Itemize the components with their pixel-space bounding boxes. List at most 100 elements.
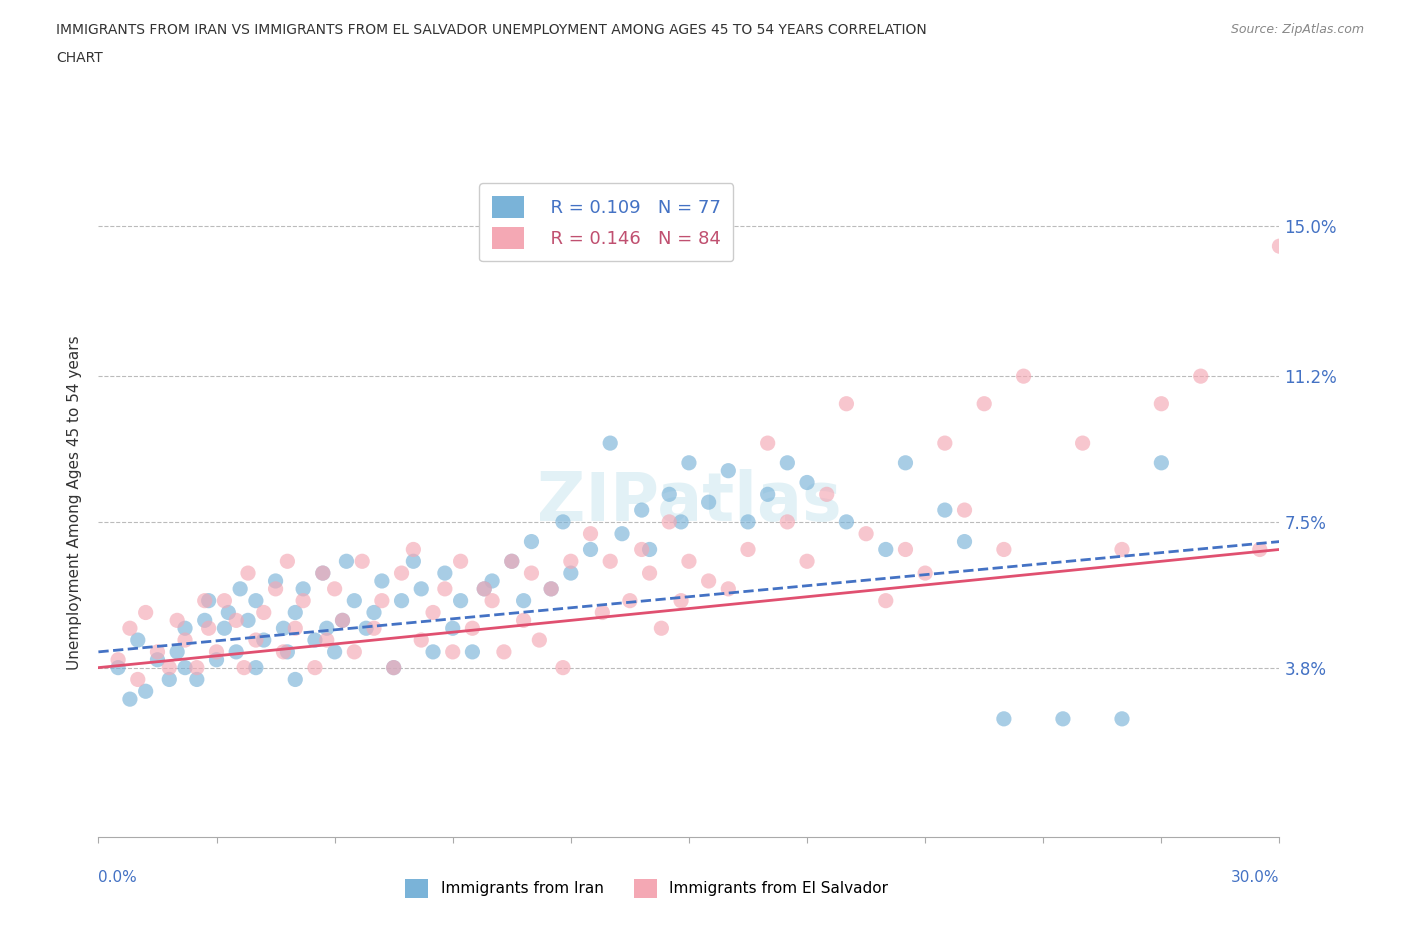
Point (1150, 396, 1173, 411)
Point (1189, 368, 1212, 383)
Point (292, 593, 315, 608)
Point (599, 435, 621, 450)
Point (264, 574, 287, 589)
Point (276, 554, 298, 569)
Point (107, 660, 129, 675)
Point (658, 487, 681, 502)
Point (697, 495, 720, 510)
Point (560, 565, 582, 580)
Point (835, 396, 858, 411)
Point (343, 593, 366, 608)
Point (529, 632, 551, 647)
Point (422, 644, 444, 659)
Text: 30.0%: 30.0% (1232, 870, 1279, 884)
Point (157, 660, 180, 675)
Point (127, 632, 149, 647)
Point (551, 660, 574, 675)
Point (579, 542, 602, 557)
Legend:   R = 0.109   N = 77,   R = 0.146   N = 84: R = 0.109 N = 77, R = 0.146 N = 84 (479, 183, 734, 261)
Point (630, 502, 652, 517)
Point (107, 652, 129, 667)
Point (214, 593, 236, 608)
Point (411, 632, 433, 647)
Point (225, 644, 247, 659)
Point (166, 613, 188, 628)
Point (118, 621, 141, 636)
Point (332, 613, 354, 628)
Point (875, 593, 897, 608)
Point (245, 660, 267, 675)
Point (815, 487, 838, 502)
Point (953, 502, 976, 517)
Point (796, 475, 818, 490)
Point (315, 632, 337, 647)
Point (669, 593, 692, 608)
Point (472, 581, 495, 596)
Point (551, 514, 574, 529)
Point (481, 593, 503, 608)
Point (186, 660, 208, 675)
Point (236, 565, 259, 580)
Point (756, 487, 779, 502)
Point (501, 554, 523, 569)
Point (669, 514, 692, 529)
Point (174, 660, 197, 675)
Point (1150, 456, 1173, 471)
Point (233, 660, 256, 675)
Point (638, 542, 661, 557)
Text: CHART: CHART (56, 51, 103, 65)
Point (441, 644, 464, 659)
Point (560, 554, 582, 569)
Point (737, 514, 759, 529)
Point (135, 605, 157, 620)
Point (433, 581, 456, 596)
Point (411, 581, 433, 596)
Point (273, 621, 295, 636)
Point (1249, 542, 1271, 557)
Point (332, 613, 354, 628)
Point (391, 565, 413, 580)
Point (1012, 368, 1035, 383)
Point (422, 605, 444, 620)
Point (658, 514, 681, 529)
Text: Source: ZipAtlas.com: Source: ZipAtlas.com (1230, 23, 1364, 36)
Point (205, 652, 228, 667)
Point (934, 502, 956, 517)
Point (1071, 435, 1094, 450)
Point (914, 565, 936, 580)
Point (776, 514, 799, 529)
Point (382, 660, 405, 675)
Point (1052, 711, 1074, 726)
Point (855, 526, 877, 541)
Point (973, 396, 995, 411)
Point (599, 554, 621, 569)
Point (492, 644, 515, 659)
Point (146, 652, 169, 667)
Point (717, 581, 740, 596)
Point (993, 711, 1015, 726)
Text: ZIPatlas: ZIPatlas (537, 470, 841, 535)
Y-axis label: Unemployment Among Ages 45 to 54 years: Unemployment Among Ages 45 to 54 years (67, 335, 83, 670)
Point (343, 644, 366, 659)
Point (166, 644, 188, 659)
Point (382, 660, 405, 675)
Point (229, 581, 252, 596)
Point (450, 554, 472, 569)
Point (284, 621, 307, 636)
Point (1111, 711, 1133, 726)
Point (934, 435, 956, 450)
Point (276, 644, 298, 659)
Point (135, 684, 157, 698)
Point (402, 542, 425, 557)
Point (894, 542, 917, 557)
Point (312, 565, 335, 580)
Point (402, 554, 425, 569)
Point (433, 565, 456, 580)
Point (205, 644, 228, 659)
Point (371, 574, 394, 589)
Point (610, 526, 633, 541)
Point (796, 554, 818, 569)
Point (197, 593, 219, 608)
Point (650, 621, 672, 636)
Point (225, 613, 247, 628)
